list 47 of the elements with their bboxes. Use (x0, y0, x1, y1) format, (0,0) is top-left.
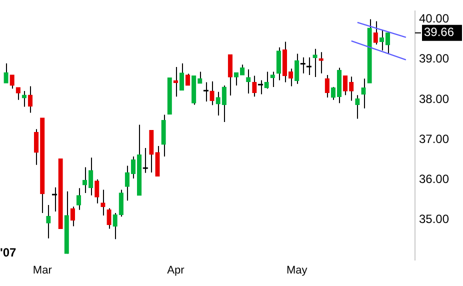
candlestick (198, 71, 202, 84)
candlestick (88, 157, 94, 196)
candlestick (161, 114, 166, 157)
candlestick (246, 68, 251, 94)
candlestick (318, 52, 324, 74)
x-tick-label: May (286, 264, 308, 277)
candlestick (179, 62, 184, 91)
candlestick (22, 90, 27, 108)
y-tick-label: 39.00 (419, 52, 450, 66)
text: 39.66 (424, 25, 454, 40)
candlestick (342, 75, 348, 96)
candlestick (276, 46, 282, 81)
x-tick-label: Apr (167, 264, 185, 277)
candlestick (70, 206, 76, 227)
candlestick (106, 208, 112, 230)
candlestick (349, 76, 354, 102)
candlestick (185, 73, 190, 86)
candlestick (94, 178, 100, 204)
annotation: '07 (0, 245, 17, 260)
candlestick (28, 86, 33, 114)
candlestick (270, 71, 275, 88)
candlestick (4, 62, 8, 84)
candlestick (312, 48, 318, 78)
candlestick (100, 189, 106, 216)
y-tick-label: 40.00 (419, 12, 450, 26)
candlestick (324, 74, 330, 98)
x-tick-label: Mar (32, 264, 52, 277)
y-tick-label: 37.00 (419, 132, 450, 146)
candlestick (10, 74, 14, 90)
candlestick (149, 130, 154, 174)
candlestick (34, 128, 39, 166)
candlestick (16, 86, 20, 100)
candlestick (82, 166, 88, 194)
candlestick (155, 146, 160, 177)
candlestick (216, 91, 220, 116)
candlestick (355, 94, 360, 120)
candlestick (76, 188, 82, 210)
candlestick (222, 84, 226, 122)
y-tick-label: 38.00 (419, 92, 450, 106)
candlestick (118, 189, 124, 218)
candlestick (112, 212, 118, 240)
y-tick-label: 35.00 (419, 212, 450, 226)
candlestick (46, 204, 51, 239)
candlestick (373, 20, 378, 46)
candlestick (361, 78, 366, 109)
y-tick-label: 36.00 (419, 172, 450, 186)
candlestick (228, 54, 233, 96)
